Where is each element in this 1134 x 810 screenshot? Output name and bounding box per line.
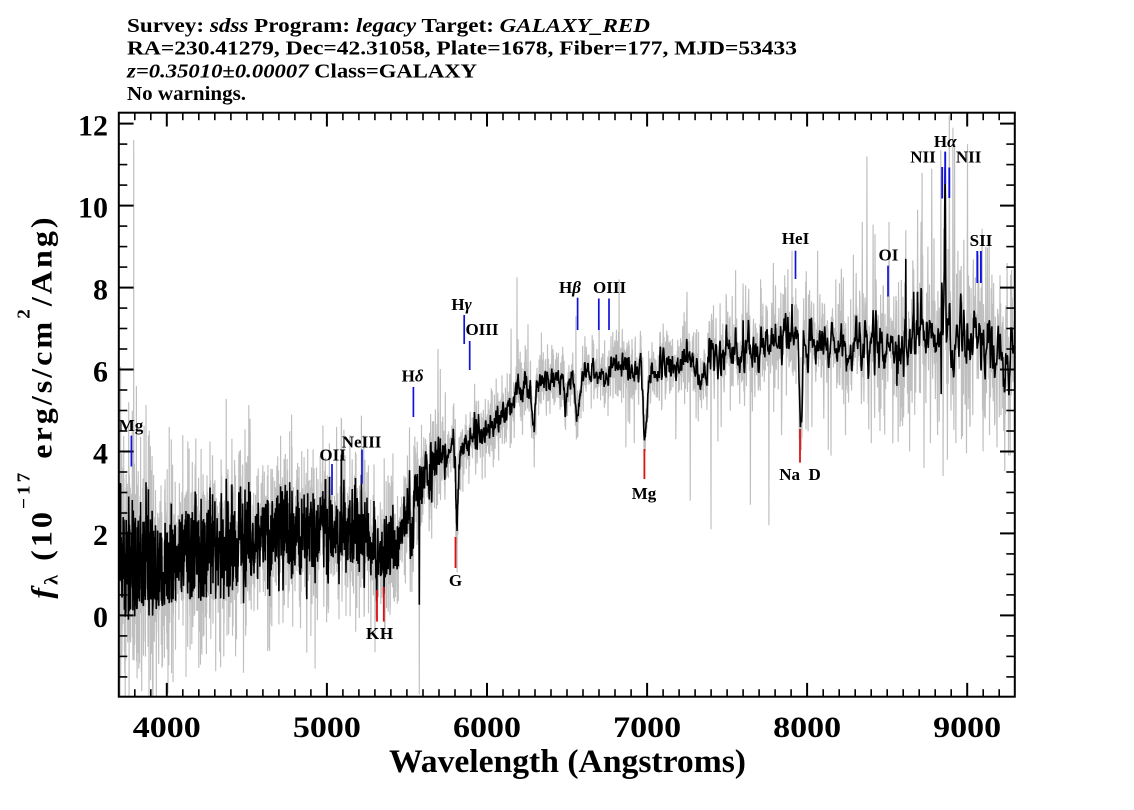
svg-text:OII: OII (319, 446, 346, 465)
svg-text:Na D: Na D (779, 465, 821, 484)
svg-text:NII: NII (956, 148, 982, 167)
svg-text:No warnings.: No warnings. (127, 83, 246, 105)
svg-text:RA=230.41279, Dec=42.31058, Pl: RA=230.41279, Dec=42.31058, Plate=1678, … (127, 38, 797, 60)
svg-text:6000: 6000 (453, 711, 521, 744)
svg-text:Mg: Mg (632, 484, 657, 503)
svg-text:Hδ: Hδ (402, 367, 424, 386)
svg-text:4: 4 (93, 437, 108, 470)
svg-text:Hβ: Hβ (559, 278, 581, 297)
svg-text:K: K (366, 624, 380, 643)
svg-text:7000: 7000 (613, 711, 681, 744)
svg-text:fλ (10−17 erg/s/cm2/Ang): fλ (10−17 erg/s/cm2/Ang) (14, 214, 62, 598)
svg-text:8: 8 (93, 273, 108, 306)
svg-text:12: 12 (78, 109, 108, 142)
svg-text:NII: NII (910, 148, 936, 167)
svg-text:NeIII: NeIII (342, 433, 382, 452)
svg-text:6: 6 (93, 355, 108, 388)
svg-text:5000: 5000 (293, 711, 361, 744)
svg-text:Hγ: Hγ (451, 295, 472, 314)
svg-text:Hα: Hα (934, 132, 957, 151)
svg-text:H: H (380, 624, 393, 643)
svg-text:10: 10 (78, 191, 108, 224)
svg-text:9000: 9000 (933, 711, 1001, 744)
svg-text:OI: OI (878, 246, 898, 265)
svg-text:0: 0 (93, 601, 108, 634)
svg-text:2: 2 (93, 519, 108, 552)
svg-text:G: G (449, 571, 462, 590)
svg-text:Mg: Mg (119, 416, 144, 435)
svg-text:HeI: HeI (782, 229, 810, 248)
svg-text:Wavelength (Angstroms): Wavelength (Angstroms) (389, 744, 746, 780)
svg-text:4000: 4000 (133, 711, 201, 744)
svg-text:Survey: sdss Program: legacy T: Survey: sdss Program: legacy Target: GAL… (127, 15, 650, 37)
svg-text:SII: SII (970, 231, 993, 250)
svg-text:z=0.35010±0.00007 Class=GALAXY: z=0.35010±0.00007 Class=GALAXY (126, 60, 478, 82)
svg-text:8000: 8000 (773, 711, 841, 744)
svg-text:OIII: OIII (465, 320, 498, 339)
svg-text:OIII: OIII (593, 278, 626, 297)
